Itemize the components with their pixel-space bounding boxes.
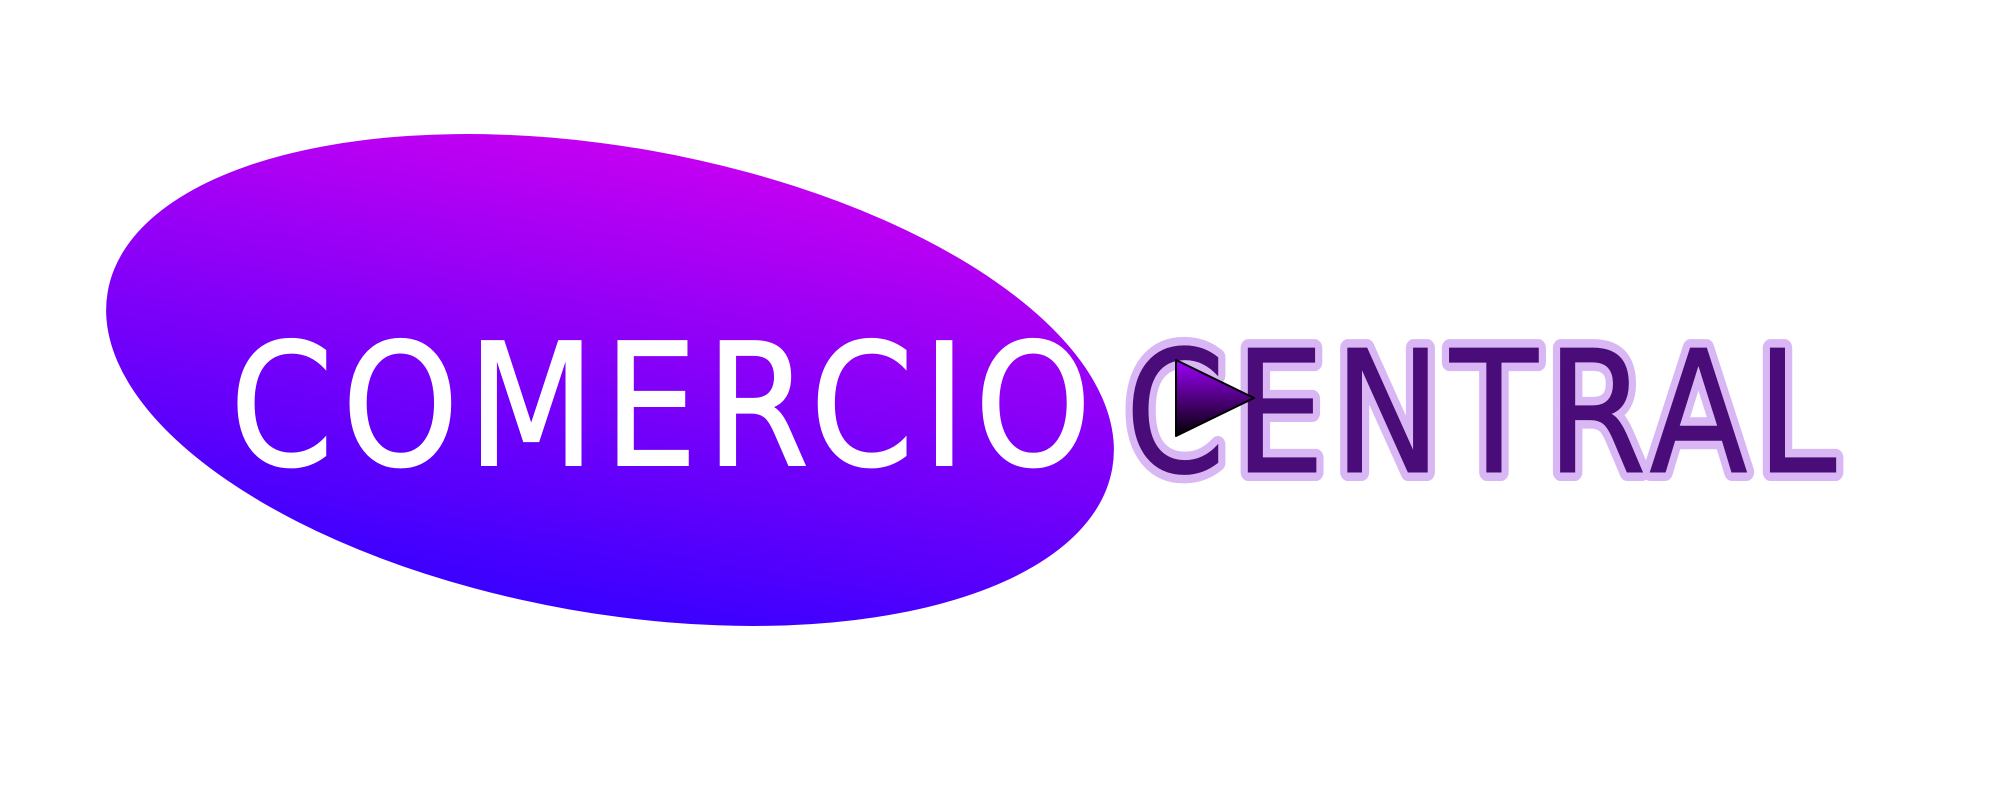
brand-word-primary: COMERCIO: [230, 308, 1100, 506]
brand-word-secondary: CENTRAL: [1125, 315, 1845, 513]
brand-word-secondary-outline: CENTRAL: [1125, 315, 1845, 513]
ellipse-background: [106, 134, 1114, 626]
play-triangle-icon: [1175, 359, 1255, 437]
